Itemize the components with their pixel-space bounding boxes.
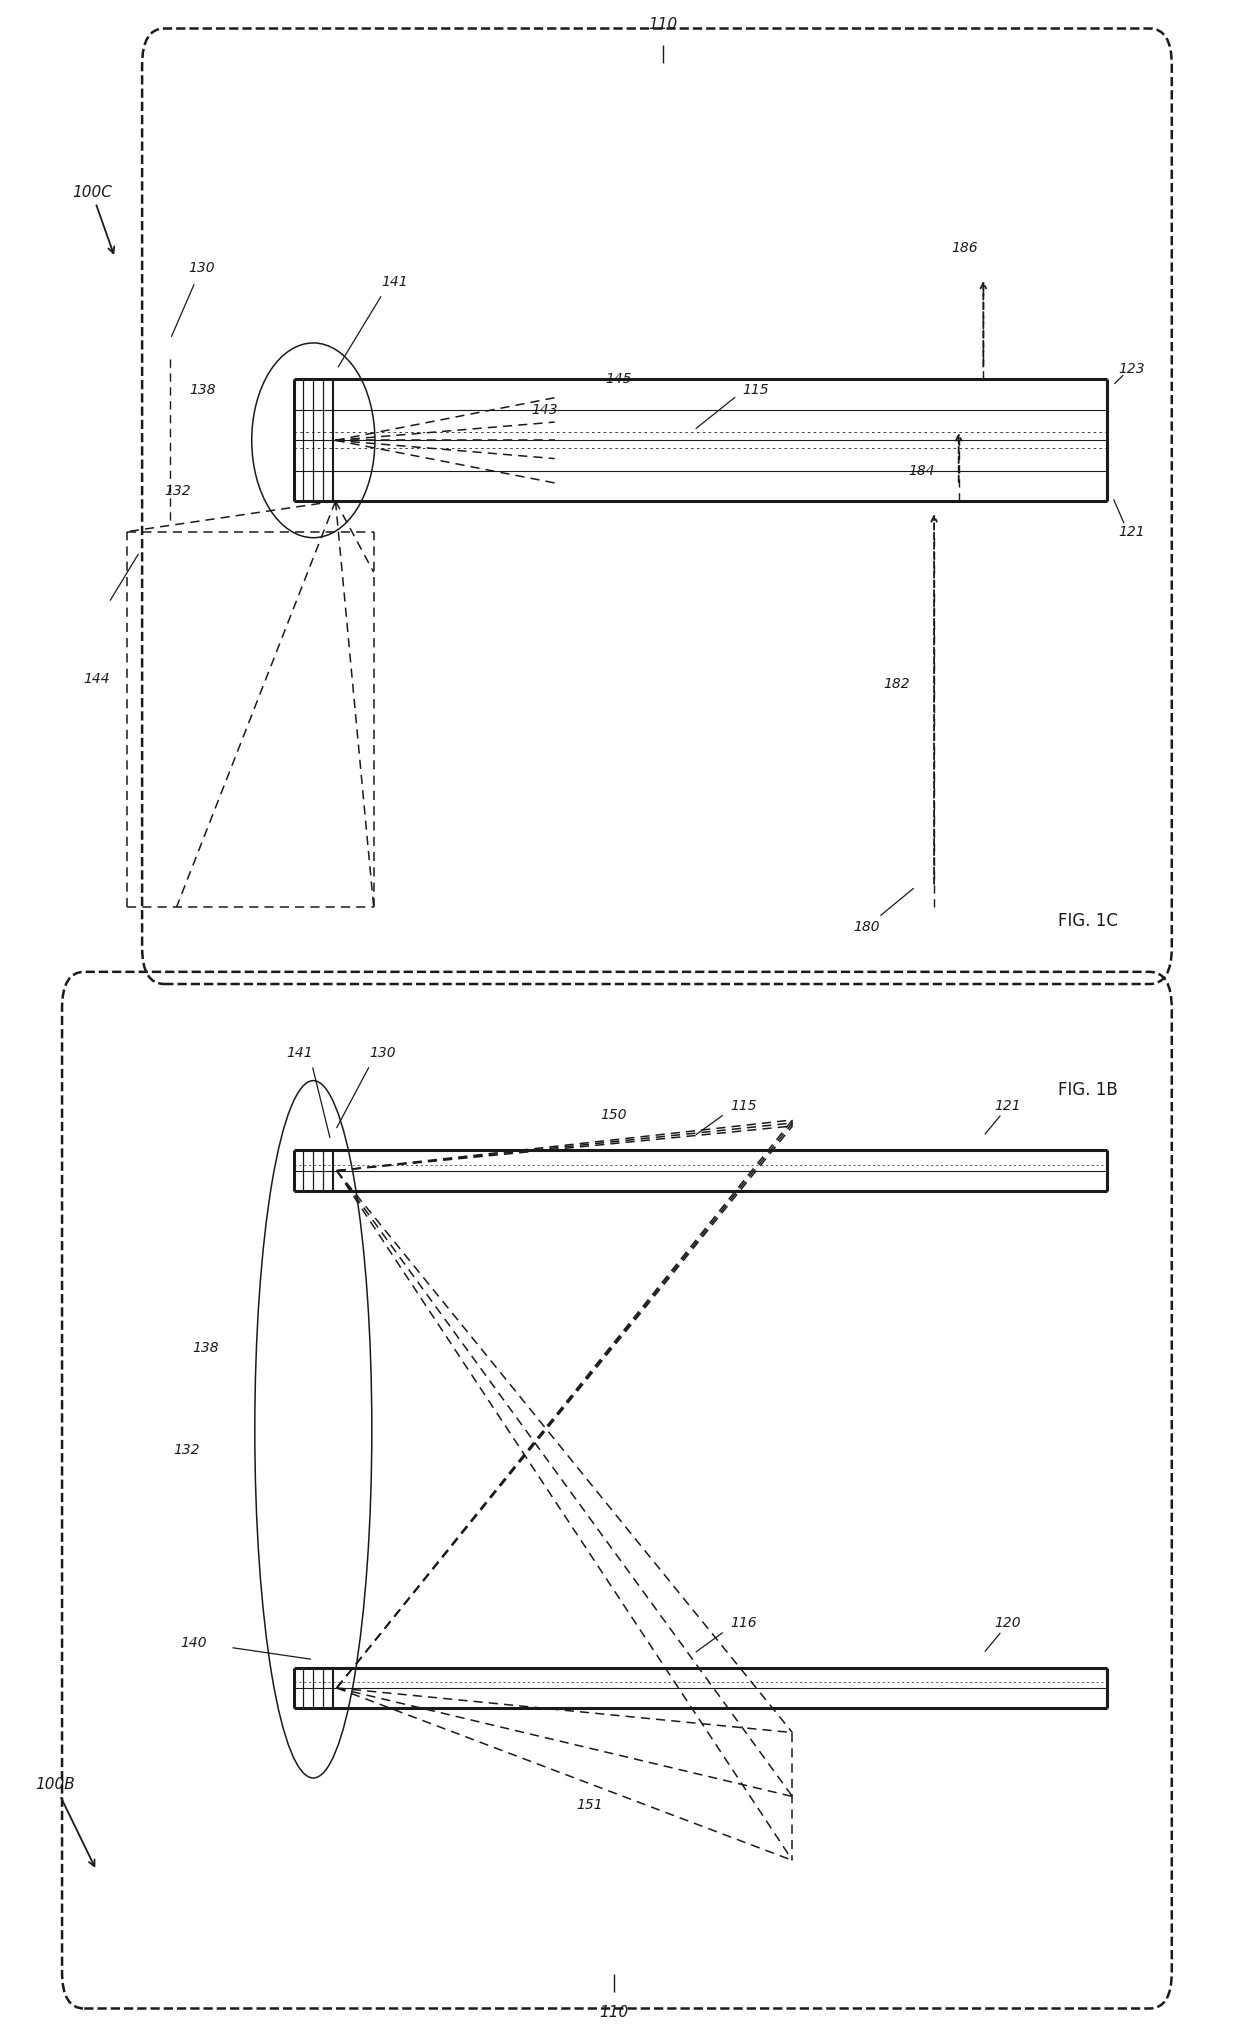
Text: 116: 116	[730, 1615, 756, 1630]
Text: 182: 182	[884, 676, 910, 691]
Text: 115: 115	[730, 1098, 756, 1112]
Text: 140: 140	[180, 1636, 207, 1650]
Text: 138: 138	[190, 383, 216, 397]
Text: 180: 180	[853, 921, 879, 935]
Text: 141: 141	[381, 275, 408, 289]
Text: 150: 150	[600, 1108, 627, 1122]
Text: FIG. 1C: FIG. 1C	[1058, 913, 1118, 931]
Text: 143: 143	[532, 403, 558, 418]
Text: 144: 144	[83, 672, 110, 686]
Text: 100B: 100B	[35, 1778, 94, 1866]
Text: 145: 145	[605, 373, 632, 387]
Text: 110: 110	[599, 2004, 629, 2021]
Text: 121: 121	[994, 1098, 1022, 1112]
Text: 138: 138	[192, 1340, 218, 1355]
Text: 130: 130	[188, 261, 215, 275]
Text: 100C: 100C	[72, 185, 114, 253]
Text: 121: 121	[1118, 526, 1146, 538]
Text: 184: 184	[909, 464, 935, 479]
Text: 141: 141	[286, 1045, 312, 1059]
Text: 110: 110	[649, 16, 678, 33]
Text: 186: 186	[951, 240, 978, 255]
Text: 120: 120	[994, 1615, 1022, 1630]
Text: 123: 123	[1118, 363, 1146, 377]
Text: 132: 132	[165, 485, 191, 499]
Text: 130: 130	[370, 1045, 396, 1059]
Text: 151: 151	[575, 1797, 603, 1811]
Text: 132: 132	[174, 1442, 201, 1456]
Text: 115: 115	[743, 383, 769, 397]
Text: FIG. 1B: FIG. 1B	[1058, 1080, 1118, 1098]
